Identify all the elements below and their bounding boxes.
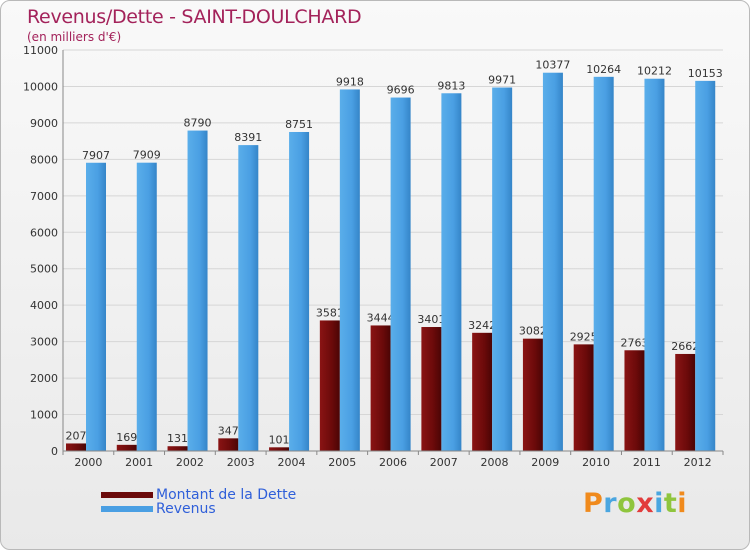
bar-dette-2007 <box>421 327 442 451</box>
data-label-dette-2012: 2662 <box>671 340 699 353</box>
data-label-revenus-2004: 8751 <box>285 118 313 131</box>
x-tick-label: 2012 <box>684 456 712 469</box>
data-label-revenus-2010: 10264 <box>586 63 621 76</box>
legend-label-dette: Montant de la Dette <box>156 487 297 503</box>
bar-dette-2011 <box>624 350 645 451</box>
bar-revenus-2008 <box>492 87 513 452</box>
data-label-revenus-2008: 9971 <box>488 74 516 87</box>
data-label-dette-2004: 101 <box>269 433 290 446</box>
y-tick-label: 10000 <box>23 80 58 93</box>
y-tick-label: 7000 <box>30 190 58 203</box>
data-label-revenus-2003: 8391 <box>234 131 262 144</box>
x-tick-label: 2002 <box>176 456 204 469</box>
data-label-revenus-2005: 9918 <box>336 75 364 88</box>
bar-revenus-2001 <box>136 162 157 451</box>
data-label-revenus-2009: 10377 <box>535 59 570 72</box>
bar-dette-2004 <box>269 447 290 451</box>
bar-revenus-2002 <box>187 130 208 451</box>
data-label-dette-2011: 2763 <box>620 336 648 349</box>
y-tick-label: 5000 <box>30 263 58 276</box>
data-label-revenus-2012: 10153 <box>688 67 723 80</box>
data-label-dette-2005: 3581 <box>316 306 344 319</box>
x-tick-label: 2006 <box>379 456 407 469</box>
logo-letter: t <box>663 488 678 519</box>
bar-dette-2012 <box>675 353 696 451</box>
bar-dette-2002 <box>167 446 188 451</box>
bar-dette-2006 <box>370 325 391 451</box>
chart-title: Revenus/Dette - SAINT-DOULCHARD <box>27 6 362 28</box>
y-tick-label: 11000 <box>23 44 58 57</box>
logo-letter: P <box>583 488 604 519</box>
bar-dette-2009 <box>522 338 543 451</box>
legend-swatch-revenus <box>101 506 153 512</box>
logo-letter: i <box>654 488 664 519</box>
data-label-dette-2000: 207 <box>66 429 87 442</box>
data-label-dette-2001: 169 <box>116 431 137 444</box>
proxiti-logo: Proxiti <box>583 488 687 519</box>
logo-letter: o <box>617 488 637 519</box>
x-tick-label: 2004 <box>277 456 305 469</box>
data-label-revenus-2002: 8790 <box>184 117 212 130</box>
bar-revenus-2004 <box>289 131 310 451</box>
x-tick-label: 2001 <box>125 456 153 469</box>
bar-dette-2001 <box>116 444 137 451</box>
data-label-dette-2007: 3401 <box>417 313 445 326</box>
data-label-dette-2008: 3242 <box>468 319 496 332</box>
data-label-dette-2009: 3082 <box>519 325 547 338</box>
bar-revenus-2000 <box>86 162 106 451</box>
bar-revenus-2006 <box>390 97 411 451</box>
y-tick-label: 6000 <box>30 226 58 239</box>
bar-revenus-2012 <box>695 80 716 451</box>
data-label-revenus-2007: 9813 <box>437 79 465 92</box>
logo-letter: x <box>636 488 655 519</box>
bar-dette-2008 <box>472 332 493 451</box>
y-tick-label: 4000 <box>30 299 58 312</box>
bar-revenus-2007 <box>441 93 462 451</box>
chart-subtitle: (en milliers d'€) <box>27 30 122 44</box>
x-tick-label: 2010 <box>582 456 610 469</box>
x-tick-label: 2008 <box>481 456 509 469</box>
x-tick-label: 2005 <box>328 456 356 469</box>
bar-dette-2003 <box>218 438 239 451</box>
logo-letter: i <box>677 488 688 519</box>
bar-revenus-2005 <box>339 89 360 451</box>
logo-letter: r <box>603 488 618 519</box>
x-tick-label: 2011 <box>633 456 661 469</box>
x-tick-label: 2007 <box>430 456 458 469</box>
data-label-revenus-2011: 10212 <box>637 65 672 78</box>
legend-swatch-dette <box>101 492 153 498</box>
bar-dette-2000 <box>66 443 86 451</box>
bar-dette-2005 <box>319 320 340 451</box>
data-label-dette-2006: 3444 <box>367 311 395 324</box>
y-tick-label: 8000 <box>30 153 58 166</box>
bars: 207 7907 169 7909 131 8790 347 8391 101 8751 3581 9… <box>66 59 723 452</box>
y-tick-label: 0 <box>51 445 58 458</box>
axes: 0 1000 2000 3000 4000 5000 6000 7000 8000 9000 100… <box>23 44 724 469</box>
y-tick-label: 1000 <box>30 409 58 422</box>
bar-revenus-2003 <box>238 145 259 451</box>
bar-revenus-2010 <box>593 76 614 452</box>
bar-revenus-2009 <box>542 72 563 451</box>
x-tick-label: 2000 <box>74 456 102 469</box>
x-tick-label: 2003 <box>227 456 255 469</box>
y-tick-label: 9000 <box>30 117 58 130</box>
y-tick-label: 2000 <box>30 372 58 385</box>
data-label-revenus-2000: 7907 <box>82 149 110 162</box>
bar-dette-2010 <box>573 344 594 451</box>
data-label-revenus-2001: 7909 <box>133 149 161 162</box>
y-tick-label: 3000 <box>30 336 58 349</box>
data-label-dette-2003: 347 <box>218 424 239 437</box>
legend-label-revenus: Revenus <box>156 501 216 517</box>
bar-revenus-2011 <box>644 78 665 451</box>
data-label-revenus-2006: 9696 <box>387 84 415 97</box>
data-label-dette-2010: 2925 <box>570 330 598 343</box>
x-tick-label: 2009 <box>531 456 559 469</box>
data-label-dette-2002: 131 <box>167 432 188 445</box>
